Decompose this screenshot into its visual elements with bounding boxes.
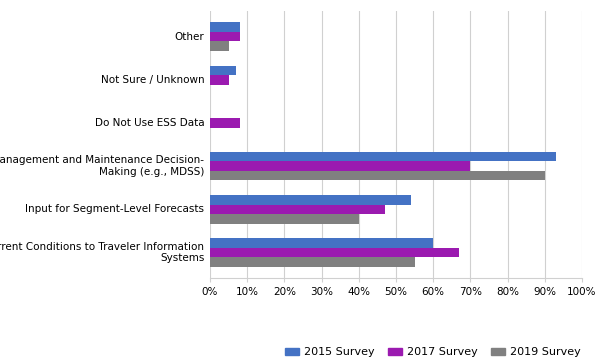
Bar bbox=[210, 248, 459, 257]
Bar bbox=[210, 171, 545, 180]
Bar bbox=[210, 257, 415, 267]
Bar bbox=[210, 205, 385, 214]
Bar bbox=[210, 32, 240, 41]
Bar bbox=[210, 41, 229, 51]
Legend: 2015 Survey, 2017 Survey, 2019 Survey: 2015 Survey, 2017 Survey, 2019 Survey bbox=[281, 343, 586, 357]
Bar bbox=[210, 152, 556, 161]
Bar bbox=[210, 195, 411, 205]
Bar bbox=[210, 66, 236, 75]
Bar bbox=[210, 238, 433, 248]
Bar bbox=[210, 118, 240, 128]
Bar bbox=[210, 214, 359, 223]
Bar bbox=[210, 161, 470, 171]
Bar bbox=[210, 22, 240, 32]
Bar bbox=[210, 75, 229, 85]
